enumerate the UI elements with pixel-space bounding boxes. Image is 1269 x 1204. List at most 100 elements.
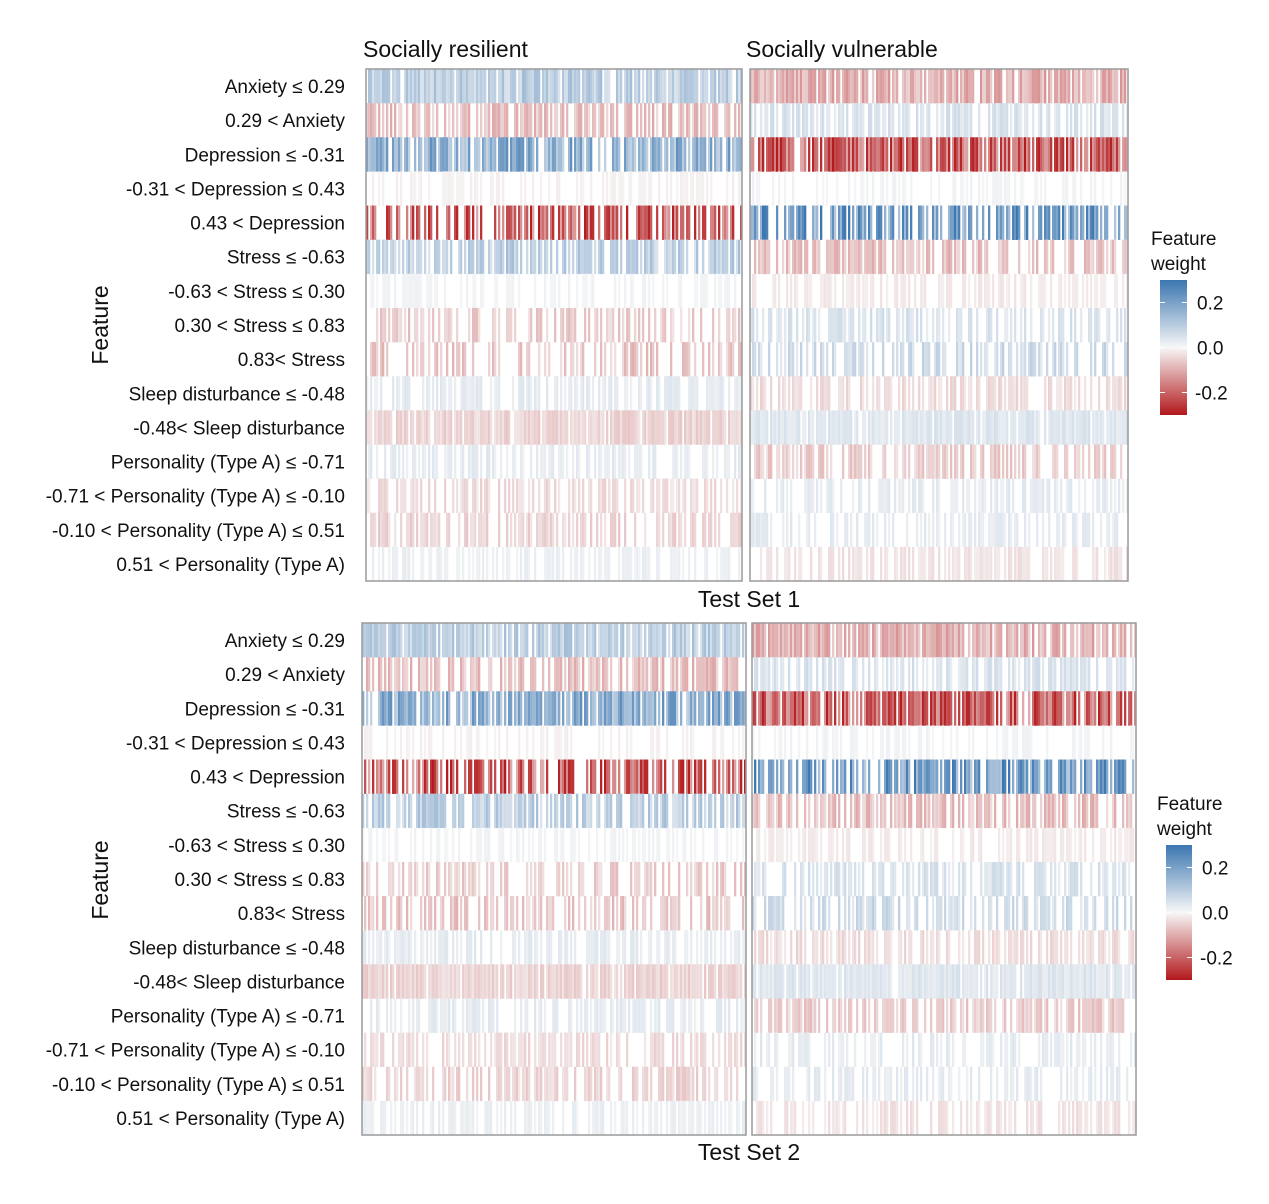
heatmap-cell	[492, 171, 495, 206]
heatmap-cell	[668, 512, 671, 548]
heatmap-cell	[682, 623, 685, 658]
heatmap-cell	[568, 376, 571, 411]
heatmap-cell	[534, 546, 537, 582]
heatmap-cell	[964, 69, 967, 104]
heatmap-cell	[610, 657, 613, 692]
heatmap-cell	[986, 69, 989, 104]
heatmap-cell	[642, 410, 645, 445]
heatmap-cell	[520, 623, 523, 658]
heatmap-cell	[864, 205, 867, 240]
heatmap-cell	[962, 273, 965, 309]
heatmap-cell	[382, 307, 385, 343]
heatmap-cell	[534, 657, 537, 692]
heatmap-cell	[602, 1100, 605, 1136]
heatmap-cell	[574, 1100, 577, 1136]
heatmap-cell	[426, 410, 429, 445]
heatmap-cell	[932, 205, 935, 240]
heatmap-cell	[1102, 137, 1105, 172]
heatmap-cell	[740, 444, 743, 479]
heatmap-cell	[420, 137, 423, 172]
heatmap-cell	[954, 444, 957, 479]
heatmap-cell	[418, 1066, 421, 1102]
heatmap-cell	[728, 273, 731, 309]
heatmap-cell	[1016, 137, 1019, 172]
heatmap-cell	[1022, 273, 1025, 309]
heatmap-cell	[566, 964, 569, 999]
heatmap-cell	[468, 205, 471, 240]
heatmap-cell	[400, 171, 403, 206]
heatmap-cell	[470, 171, 473, 206]
feature-label: 0.30 < Stress ≤ 0.83	[175, 316, 345, 337]
heatmap-cell	[870, 137, 873, 172]
heatmap-cell	[1080, 103, 1083, 138]
heatmap-cell	[984, 410, 987, 445]
heatmap-cell	[936, 444, 939, 479]
heatmap-cell	[582, 376, 585, 411]
heatmap-cell	[412, 998, 415, 1033]
heatmap-cell	[856, 137, 859, 172]
heatmap-cell	[530, 793, 533, 829]
heatmap-cell	[922, 444, 925, 479]
heatmap-cell	[652, 657, 655, 692]
heatmap-cell	[972, 410, 975, 445]
heatmap-cell	[514, 512, 517, 548]
heatmap-cell	[918, 410, 921, 445]
heatmap-cell	[660, 759, 663, 794]
heatmap-cell	[832, 137, 835, 172]
heatmap-cell	[810, 376, 813, 411]
heatmap-cell	[734, 512, 737, 548]
heatmap-cell	[362, 861, 365, 897]
heatmap-cell	[856, 410, 859, 445]
heatmap-cell	[1044, 137, 1047, 172]
heatmap-cell	[666, 725, 669, 760]
heatmap-cell	[1062, 171, 1065, 206]
heatmap-cell	[868, 512, 871, 548]
heatmap-cell	[728, 759, 731, 794]
heatmap-cell	[1114, 205, 1117, 240]
heatmap-cell	[652, 342, 655, 377]
heatmap-cell	[768, 69, 771, 104]
heatmap-cell	[824, 137, 827, 172]
heatmap-cell	[886, 69, 889, 104]
heatmap-cell	[740, 998, 743, 1033]
heatmap-cell	[452, 103, 455, 138]
heatmap-cell	[518, 376, 521, 411]
heatmap-cell	[906, 512, 909, 548]
heatmap-cell	[632, 793, 635, 829]
heatmap-cell	[492, 546, 495, 582]
heatmap-cell	[548, 171, 551, 206]
heatmap-cell	[640, 964, 643, 999]
heatmap-cell	[1062, 512, 1065, 548]
heatmap-cell	[1066, 410, 1069, 445]
heatmap-cell	[682, 793, 685, 829]
heatmap-cell	[1086, 410, 1089, 445]
heatmap-cell	[392, 444, 395, 479]
heatmap-cell	[614, 410, 617, 445]
heatmap-cell	[1062, 69, 1065, 104]
heatmap-cell	[376, 998, 379, 1033]
heatmap-cell	[602, 623, 605, 658]
heatmap-cell	[1108, 103, 1111, 138]
heatmap-cell	[678, 478, 681, 514]
heatmap-cell	[664, 69, 667, 104]
heatmap-cell	[738, 964, 741, 999]
heatmap-cell	[916, 307, 919, 343]
heatmap-cell	[642, 657, 645, 692]
heatmap-cell	[732, 759, 735, 794]
heatmap-cell	[944, 410, 947, 445]
heatmap-cell	[666, 137, 669, 172]
heatmap-cell	[980, 546, 983, 582]
heatmap-cell	[602, 103, 605, 138]
heatmap-cell	[830, 410, 833, 445]
heatmap-cell	[894, 171, 897, 206]
heatmap-cell	[756, 171, 759, 206]
heatmap-cell	[636, 998, 639, 1033]
heatmap-cell	[458, 861, 461, 897]
heatmap-cell	[770, 69, 773, 104]
heatmap-cell	[874, 239, 877, 275]
heatmap-cell	[670, 69, 673, 104]
heatmap-cell	[612, 171, 615, 206]
heatmap-cell	[586, 793, 589, 829]
heatmap-cell	[416, 69, 419, 104]
heatmap-cell	[760, 444, 763, 479]
